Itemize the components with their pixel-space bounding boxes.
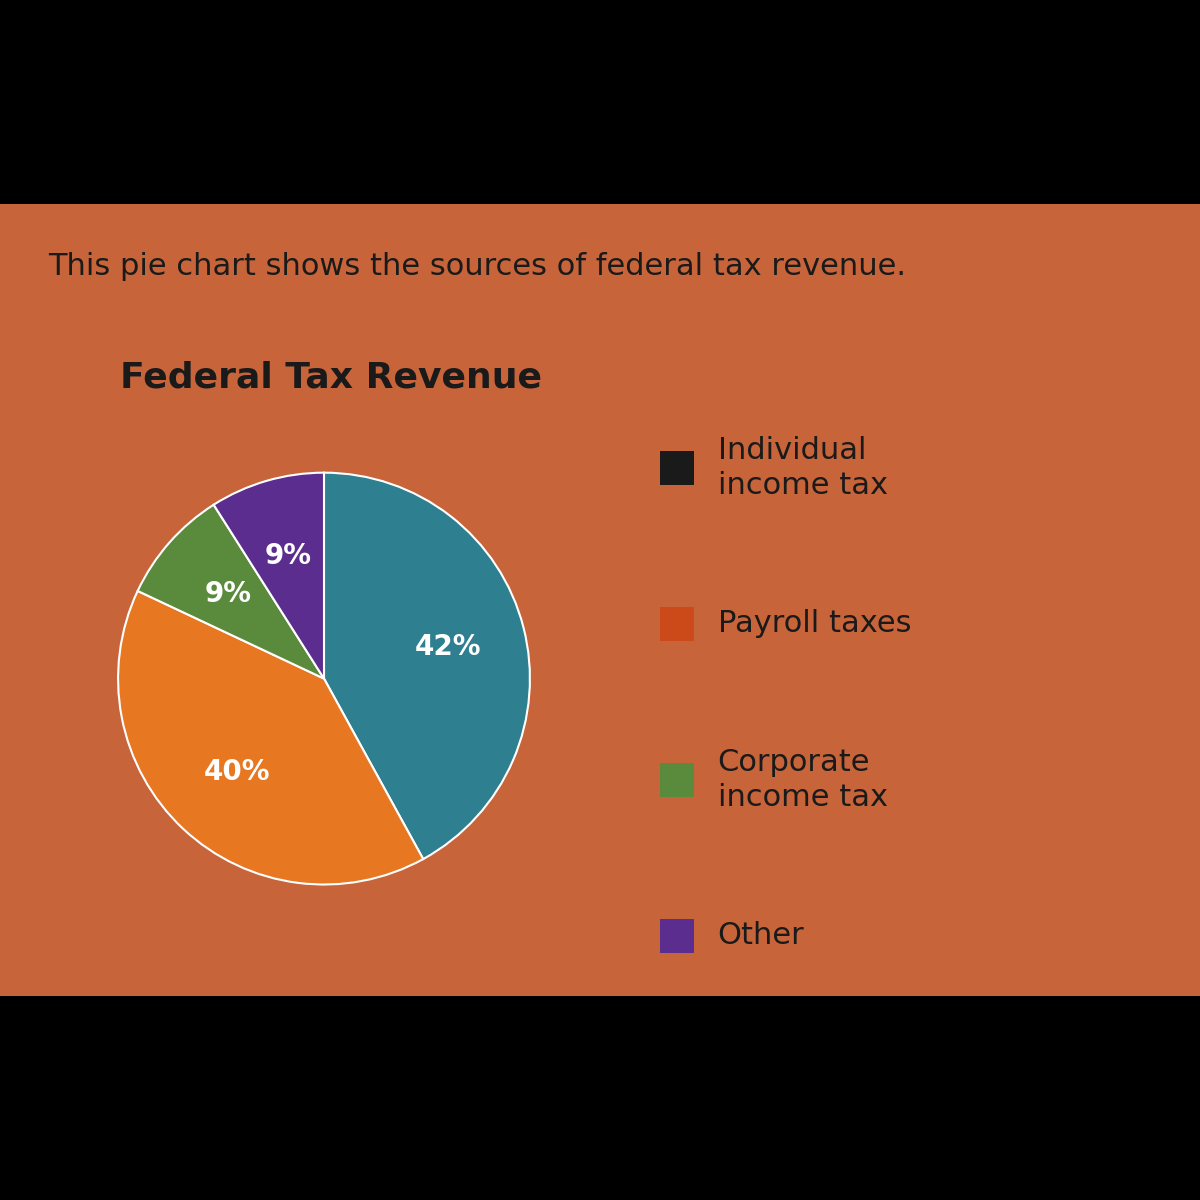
Text: 40%: 40%: [203, 757, 270, 786]
Wedge shape: [214, 473, 324, 678]
Text: 9%: 9%: [265, 542, 312, 570]
Wedge shape: [118, 590, 424, 884]
Text: 42%: 42%: [414, 632, 481, 661]
Text: Individual
income tax: Individual income tax: [718, 436, 888, 500]
Text: This pie chart shows the sources of federal tax revenue.: This pie chart shows the sources of fede…: [48, 252, 906, 281]
Text: Corporate
income tax: Corporate income tax: [718, 748, 888, 812]
Text: Federal Tax Revenue: Federal Tax Revenue: [120, 360, 542, 394]
Text: Payroll taxes: Payroll taxes: [718, 610, 911, 638]
Text: Other: Other: [718, 922, 804, 950]
Wedge shape: [138, 505, 324, 678]
Text: 9%: 9%: [205, 580, 252, 608]
Wedge shape: [324, 473, 530, 859]
